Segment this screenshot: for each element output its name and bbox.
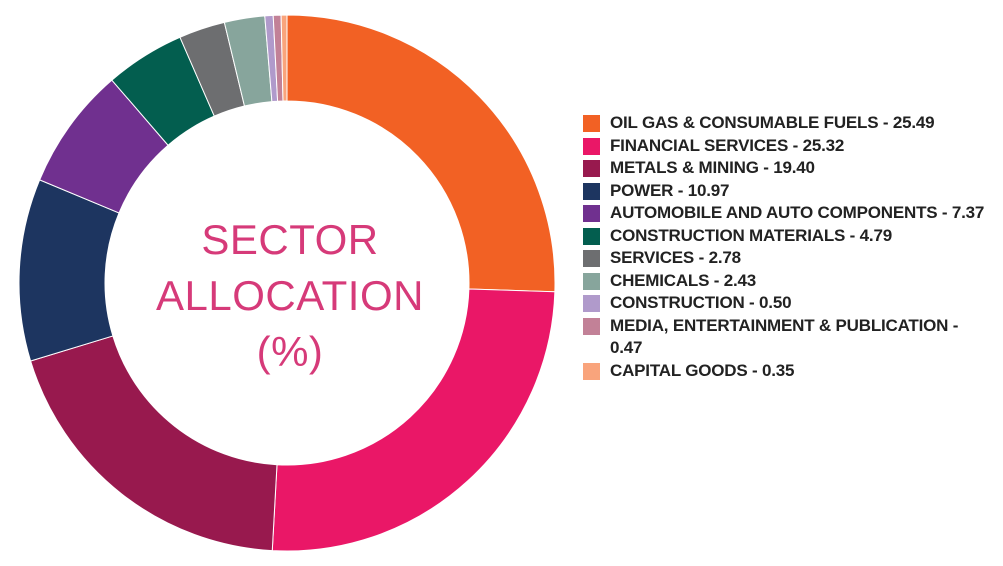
legend-item: CONSTRUCTION - 0.50 [583,292,993,315]
legend-label: AUTOMOBILE AND AUTO COMPONENTS - 7.37 [610,203,985,222]
legend-label: CHEMICALS - 2.43 [610,270,757,290]
legend-swatch [583,317,600,335]
donut-slice-capital-goods [280,14,288,102]
legend-item: CHEMICALS - 2.43 [583,270,993,293]
legend-swatch [583,115,600,132]
legend-label: CONSTRUCTION - 0.50 [610,293,792,312]
legend-item: MEDIA, ENTERTAINMENT & PUBLICATION - 0.4… [583,315,993,360]
legend-item: CAPITAL GOODS - 0.35 [583,360,993,383]
legend-item: SERVICES - 2.78 [583,247,993,270]
legend-swatch [583,205,600,222]
legend-item: CONSTRUCTION MATERIALS - 4.79 [583,225,993,248]
legend-swatch [583,182,600,200]
legend-swatch [583,272,600,290]
legend-swatch [583,250,600,267]
donut-chart [18,14,556,552]
legend-item: FINANCIAL SERVICES - 25.32 [583,135,993,158]
legend-label: SERVICES - 2.78 [610,248,741,267]
legend-swatch [583,137,600,155]
legend-label: POWER - 10.97 [610,180,730,200]
donut-slice-financial-services [271,288,556,552]
legend-label: METALS & MINING - 19.40 [610,158,815,177]
legend-item: OIL GAS & CONSUMABLE FUELS - 25.49 [583,112,993,135]
legend-label: OIL GAS & CONSUMABLE FUELS - 25.49 [610,113,935,132]
legend-label: CAPITAL GOODS - 0.35 [610,360,795,380]
legend-item: AUTOMOBILE AND AUTO COMPONENTS - 7.37 [583,202,993,225]
chart-title-line-1: SECTOR [201,216,379,263]
legend-label: MEDIA, ENTERTAINMENT & PUBLICATION - 0.4… [610,315,959,358]
legend-item: METALS & MINING - 19.40 [583,157,993,180]
legend-label: CONSTRUCTION MATERIALS - 4.79 [610,225,892,245]
legend-swatch [583,295,600,312]
chart-title-line-2: ALLOCATION [156,272,424,319]
legend-label: FINANCIAL SERVICES - 25.32 [610,135,845,155]
legend-swatch [583,227,600,245]
chart-title: SECTOR ALLOCATION (%) [140,212,440,380]
donut-slice-oil-gas-consumable-fuels [286,14,556,293]
chart-legend: OIL GAS & CONSUMABLE FUELS - 25.49 FINANC… [583,112,993,382]
legend-item: POWER - 10.97 [583,180,993,203]
chart-title-line-3: (%) [256,328,324,375]
legend-swatch [583,362,600,380]
legend-swatch [583,160,600,177]
